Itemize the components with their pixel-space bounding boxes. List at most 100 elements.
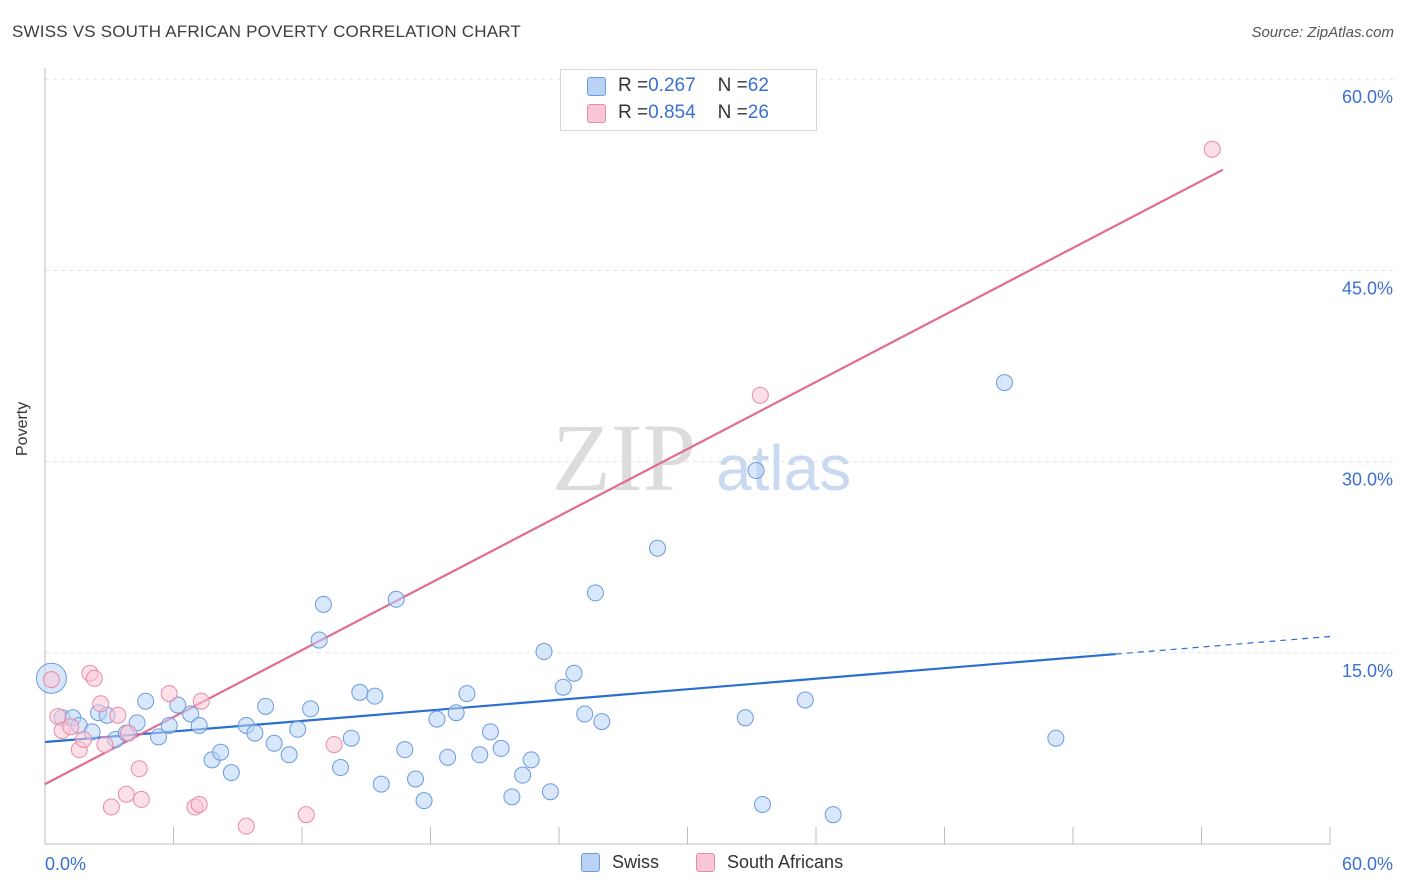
legend-row-south-africans: R = 0.854 N = 26 — [587, 101, 769, 125]
data-point — [541, 783, 559, 801]
data-point — [160, 685, 178, 703]
legend-label: Swiss — [612, 852, 660, 872]
data-point — [109, 706, 127, 724]
watermark: ZIP atlas — [552, 404, 851, 511]
data-point — [649, 539, 667, 557]
trend-lines — [44, 168, 1331, 786]
data-point — [351, 683, 369, 701]
data-point — [102, 798, 120, 816]
legend-series: Swiss South Africans — [0, 852, 1406, 876]
r-label: R = — [618, 75, 649, 96]
data-point — [471, 746, 489, 764]
data-point — [265, 734, 283, 752]
data-point — [535, 643, 553, 661]
data-point — [302, 700, 320, 718]
data-point — [332, 759, 350, 777]
data-point — [796, 691, 814, 709]
data-point — [297, 806, 315, 824]
data-point — [192, 692, 210, 710]
series-south-africans — [42, 140, 1221, 835]
legend-label: South Africans — [727, 852, 844, 872]
trend-line — [44, 652, 1116, 744]
data-point — [428, 710, 446, 728]
data-point — [407, 770, 425, 788]
r-value: 0.267 — [648, 75, 696, 96]
data-point — [117, 785, 135, 803]
x-tick-label: 0.0% — [45, 854, 86, 874]
data-point — [222, 764, 240, 782]
data-point — [85, 669, 103, 687]
data-point — [447, 704, 465, 722]
tick-labels: 15.0% 30.0% 45.0% 60.0% 0.0% 60.0% — [45, 87, 1393, 874]
watermark-zip: ZIP — [552, 404, 696, 511]
data-point — [257, 697, 275, 715]
y-tick-label: 15.0% — [1342, 661, 1393, 681]
data-points — [35, 140, 1221, 835]
data-point — [747, 462, 765, 480]
data-point — [42, 671, 60, 689]
data-point — [415, 792, 433, 810]
data-point — [169, 696, 187, 714]
data-point — [92, 695, 110, 713]
series-swiss — [35, 374, 1065, 824]
data-point — [182, 705, 200, 723]
data-point — [554, 678, 572, 696]
legend-row-swiss: R = 0.267 N = 62 — [587, 74, 769, 98]
data-point — [751, 386, 769, 404]
r-label: R = — [618, 102, 649, 123]
data-point — [586, 584, 604, 602]
data-point — [458, 685, 476, 703]
data-point — [190, 795, 208, 813]
data-point — [280, 746, 298, 764]
data-point — [387, 590, 405, 608]
y-tick-label: 45.0% — [1342, 278, 1393, 298]
data-point — [736, 709, 754, 727]
data-point — [503, 788, 521, 806]
data-point — [130, 760, 148, 778]
source-label: Source: ZipAtlas.com — [1251, 24, 1394, 41]
data-point — [160, 716, 178, 734]
data-point — [1203, 140, 1221, 158]
data-point — [49, 708, 67, 726]
y-tick-label: 30.0% — [1342, 470, 1393, 490]
y-tick-label: 60.0% — [1342, 87, 1393, 107]
data-point — [137, 692, 155, 710]
data-point — [120, 724, 138, 742]
data-point — [1047, 729, 1065, 747]
data-point — [246, 724, 264, 742]
n-value: 62 — [747, 75, 769, 96]
axes — [44, 68, 1331, 845]
swiss-swatch — [581, 853, 600, 872]
data-point — [314, 595, 332, 613]
data-point — [824, 806, 842, 824]
data-point — [75, 730, 93, 748]
swiss-swatch — [587, 76, 606, 96]
chart-title: SWISS VS SOUTH AFRICAN POVERTY CORRELATI… — [12, 22, 521, 41]
n-label: N = — [717, 102, 748, 123]
data-point — [96, 736, 114, 754]
data-point — [576, 705, 594, 723]
data-point — [366, 687, 384, 705]
trend-line — [44, 168, 1224, 786]
grid-lines — [45, 78, 1394, 654]
data-point — [492, 739, 510, 757]
data-point — [132, 790, 150, 808]
south-africans-swatch — [587, 103, 606, 123]
trend-line-extension — [1115, 635, 1331, 655]
data-point — [150, 728, 168, 746]
data-point — [565, 664, 583, 682]
data-point — [439, 748, 457, 766]
n-label: N = — [717, 75, 748, 96]
data-point — [481, 723, 499, 741]
legend-stats: R = 0.267 N = 62 R = 0.854 N = 26 — [560, 69, 817, 131]
legend-item-south-africans[interactable]: South Africans — [696, 852, 843, 873]
data-point — [325, 736, 343, 754]
data-point — [372, 775, 390, 793]
data-point — [753, 795, 771, 813]
legend-item-swiss[interactable]: Swiss — [581, 852, 659, 873]
data-point — [995, 374, 1013, 392]
data-point — [310, 631, 328, 649]
data-point — [289, 720, 307, 738]
data-point — [342, 729, 360, 747]
